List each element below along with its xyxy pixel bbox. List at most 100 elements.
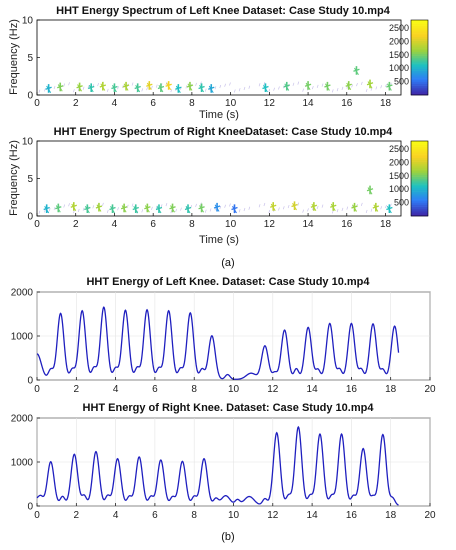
- noise-mark: [292, 82, 295, 86]
- colorbar-segment: [411, 176, 428, 179]
- x-tick-label: 14: [303, 98, 315, 109]
- energy-burst: [111, 83, 118, 93]
- noise-mark: [117, 86, 119, 90]
- energy-burst: [372, 202, 380, 212]
- energy-burst: [330, 202, 337, 212]
- noise-mark: [195, 82, 197, 87]
- x-tick-label: 16: [346, 510, 358, 521]
- x-tick-label: 4: [113, 384, 119, 395]
- x-tick-label: 0: [34, 384, 40, 395]
- noise-mark: [160, 204, 163, 208]
- energy-burst: [208, 84, 215, 94]
- x-tick-label: 0: [34, 510, 40, 521]
- energy-burst: [76, 82, 83, 92]
- x-tick-label: 20: [424, 510, 436, 521]
- colorbar-segment: [411, 212, 428, 215]
- x-tick-label: 8: [191, 384, 197, 395]
- noise-mark: [258, 204, 261, 208]
- x-tick-label: 18: [385, 510, 397, 521]
- energy-burst: [132, 204, 139, 214]
- noise-mark: [126, 204, 129, 208]
- y-tick-label: 1000: [11, 332, 34, 343]
- y-tick-label: 0: [27, 502, 33, 513]
- noise-mark: [97, 82, 99, 87]
- panel-label-b: (b): [221, 531, 234, 543]
- noise-mark: [122, 84, 124, 89]
- colorbar-tick-label: 2500: [389, 144, 409, 154]
- colorbar-segment: [411, 91, 428, 94]
- x-tick-label: 14: [303, 219, 315, 230]
- colorbar-tick-label: 1000: [389, 63, 409, 73]
- energy-burst: [95, 202, 103, 212]
- noise-mark: [141, 209, 144, 213]
- colorbar-segment: [411, 76, 428, 79]
- energy-burst: [270, 202, 277, 212]
- noise-mark: [53, 206, 56, 211]
- energy-burst: [291, 201, 298, 211]
- noise-mark: [263, 81, 266, 86]
- y-tick-label: 0: [27, 91, 33, 102]
- colorbar-segment: [411, 146, 428, 149]
- colorbar-segment: [411, 63, 428, 66]
- colorbar-segment: [411, 89, 428, 92]
- colorbar-segment: [411, 169, 428, 172]
- colorbar-segment: [411, 81, 428, 85]
- colorbar-segment: [411, 157, 428, 161]
- x-tick-label: 10: [228, 510, 240, 521]
- energy-burst: [184, 204, 192, 214]
- plot-area: [36, 140, 402, 217]
- x-tick-label: 4: [112, 219, 118, 230]
- colorbar-segment: [411, 199, 428, 202]
- noise-mark: [68, 82, 70, 86]
- colorbar-tick-label: 2500: [389, 23, 409, 33]
- x-tick-label: 20: [424, 384, 436, 395]
- noise-mark: [214, 86, 217, 90]
- x-tick-label: 18: [380, 219, 392, 230]
- noise-mark: [311, 86, 314, 90]
- chart-title: HHT Energy Spectrum of Left Knee Dataset…: [56, 5, 391, 17]
- noise-mark: [82, 86, 85, 90]
- colorbar-segment: [411, 57, 428, 60]
- noise-mark: [351, 84, 353, 88]
- colorbar-segment: [411, 187, 428, 191]
- colorbar-segment: [411, 171, 428, 174]
- noise-mark: [48, 208, 51, 212]
- noise-mark: [180, 207, 182, 211]
- energy-burst: [57, 82, 64, 92]
- chart-left-knee-spectrum: HHT Energy Spectrum of Left Knee Dataset…: [8, 5, 429, 121]
- noise-mark: [341, 207, 344, 211]
- y-tick-label: 5: [27, 53, 33, 64]
- noise-mark: [380, 85, 383, 89]
- colorbar-segment: [411, 165, 428, 168]
- colorbar-segment: [411, 53, 428, 56]
- energy-burst: [169, 203, 176, 213]
- colorbar-segment: [411, 206, 428, 209]
- noise-mark: [204, 88, 207, 92]
- colorbar-segment: [411, 35, 428, 38]
- colorbar-segment: [411, 44, 428, 47]
- noise-mark: [356, 83, 358, 87]
- noise-mark: [341, 86, 344, 90]
- noise-mark: [321, 204, 324, 208]
- y-axis-label: Frequency (Hz): [8, 19, 20, 95]
- noise-mark: [155, 205, 158, 209]
- colorbar-segment: [411, 204, 428, 207]
- noise-mark: [185, 85, 188, 89]
- colorbar-segment: [411, 182, 428, 185]
- noise-mark: [336, 87, 339, 92]
- energy-burst: [366, 79, 374, 89]
- colorbar-segment: [411, 210, 428, 213]
- noise-mark: [165, 203, 168, 207]
- colorbar-segment: [411, 184, 428, 187]
- colorbar-segment: [411, 178, 428, 181]
- colorbar-segment: [411, 163, 428, 166]
- x-tick-label: 10: [225, 219, 237, 230]
- x-axis-label: Time (s): [199, 109, 239, 121]
- y-tick-label: 5: [27, 174, 33, 185]
- chart-right-knee-spectrum: HHT Energy Spectrum of Right KneeDataset…: [8, 126, 429, 246]
- colorbar-segment: [411, 48, 428, 51]
- x-tick-label: 16: [341, 98, 353, 109]
- noise-mark: [73, 210, 75, 214]
- noise-mark: [229, 203, 231, 207]
- energy-line: [36, 425, 399, 506]
